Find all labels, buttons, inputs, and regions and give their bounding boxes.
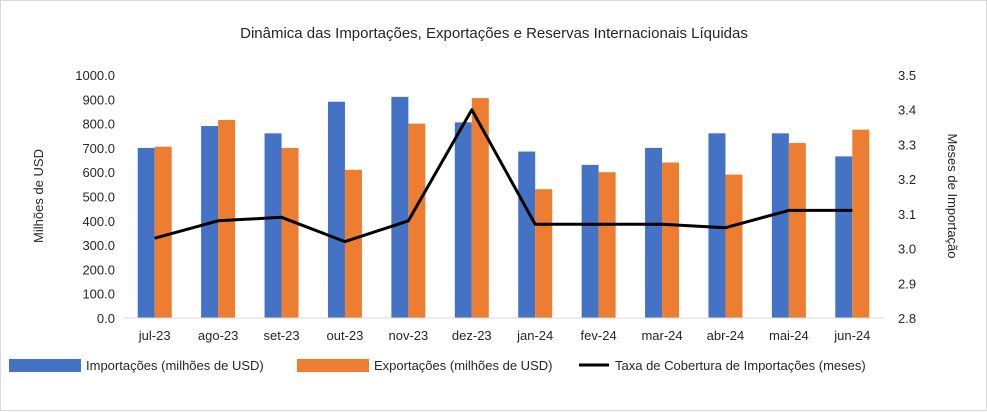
bar-exportacoes bbox=[408, 123, 426, 318]
y-tick-label: 900.0 bbox=[82, 92, 115, 107]
y-tick-label: 700.0 bbox=[82, 141, 115, 156]
x-tick-label: nov-23 bbox=[389, 328, 429, 343]
y-tick-label: 200.0 bbox=[82, 262, 115, 277]
bar-exportacoes bbox=[725, 174, 743, 318]
y2-tick-label: 3.0 bbox=[898, 242, 916, 257]
bar-importacoes bbox=[327, 101, 345, 318]
line-taxa-cobertura bbox=[154, 108, 853, 244]
bar-exportacoes bbox=[344, 169, 362, 318]
bar-exportacoes bbox=[154, 146, 172, 318]
y-tick-label: 800.0 bbox=[82, 117, 115, 132]
bar-importacoes bbox=[771, 133, 789, 318]
bar-importacoes bbox=[708, 133, 726, 318]
bar-importacoes bbox=[264, 133, 282, 318]
y2-tick-label: 2.9 bbox=[898, 276, 916, 291]
x-tick-label: out-23 bbox=[327, 328, 364, 343]
legend-label: Exportações (milhões de USD) bbox=[374, 358, 552, 373]
bar-importacoes bbox=[835, 156, 853, 318]
legend-label: Importações (milhões de USD) bbox=[86, 358, 264, 373]
chart-title: Dinâmica das Importações, Exportações e … bbox=[240, 25, 748, 42]
bar-exportacoes bbox=[471, 98, 489, 319]
y-tick-label: 1000.0 bbox=[75, 68, 115, 83]
y2-tick-label: 2.8 bbox=[898, 311, 916, 326]
x-tick-label: mai-24 bbox=[769, 328, 809, 343]
legend-swatch bbox=[297, 359, 369, 372]
y-tick-label: 600.0 bbox=[82, 165, 115, 180]
bar-exportacoes bbox=[662, 162, 680, 318]
x-tick-label: mar-24 bbox=[641, 328, 682, 343]
y2-tick-label: 3.2 bbox=[898, 172, 916, 187]
y-tick-label: 400.0 bbox=[82, 214, 115, 229]
x-tick-label: jun-24 bbox=[833, 328, 870, 343]
bar-importacoes bbox=[454, 122, 472, 318]
plot-area: 0.0 100.0 200.0 300.0 400.0 500.0 600.0 700.0 80… bbox=[75, 68, 916, 343]
legend-item: Exportações (milhões de USD) bbox=[297, 358, 552, 373]
x-tick-label: jul-23 bbox=[138, 328, 171, 343]
bar-importacoes bbox=[518, 151, 536, 318]
x-tick-label: dez-23 bbox=[452, 328, 492, 343]
legend-swatch bbox=[9, 359, 81, 372]
bar-importacoes bbox=[645, 147, 663, 318]
x-tick-label: fev-24 bbox=[581, 328, 617, 343]
bar-exportacoes bbox=[281, 147, 299, 318]
y2-axis-title: Meses de Importação bbox=[945, 133, 960, 258]
bar-importacoes bbox=[581, 164, 599, 318]
y2-tick-label: 3.5 bbox=[898, 68, 916, 83]
x-tick-label: abr-24 bbox=[707, 328, 745, 343]
y-tick-label: 500.0 bbox=[82, 190, 115, 205]
y2-tick-label: 3.3 bbox=[898, 137, 916, 152]
y-tick-label: 300.0 bbox=[82, 238, 115, 253]
x-tick-label: jan-24 bbox=[516, 328, 553, 343]
bar-exportacoes bbox=[852, 129, 870, 318]
y2-tick-label: 3.1 bbox=[898, 207, 916, 222]
bar-exportacoes bbox=[788, 143, 806, 318]
bar-exportacoes bbox=[598, 172, 616, 318]
y-axis-title: Milhões de USD bbox=[31, 149, 46, 243]
y-tick-label: 0.0 bbox=[97, 311, 115, 326]
legend-item: Importações (milhões de USD) bbox=[9, 358, 264, 373]
bar-exportacoes bbox=[535, 189, 553, 318]
bar-importacoes bbox=[391, 96, 409, 319]
y2-tick-label: 3.4 bbox=[898, 103, 916, 118]
x-tick-label: ago-23 bbox=[198, 328, 238, 343]
legend-item: Taxa de Cobertura de Importações (meses) bbox=[579, 358, 866, 373]
bar-importacoes bbox=[137, 147, 155, 318]
legend-label: Taxa de Cobertura de Importações (meses) bbox=[615, 358, 866, 373]
y-tick-label: 100.0 bbox=[82, 287, 115, 302]
x-tick-label: set-23 bbox=[263, 328, 299, 343]
legend: Importações (milhões de USD) Exportações … bbox=[9, 358, 866, 373]
